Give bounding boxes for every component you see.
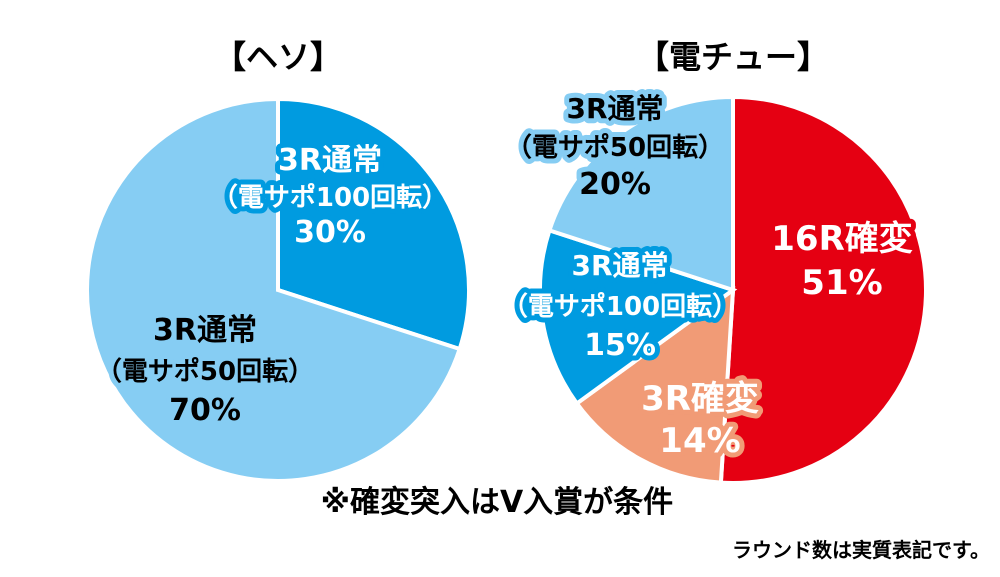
slice-label-line: 3R確変 xyxy=(641,379,759,419)
footnote: ※確変突入はV入賞が条件 xyxy=(321,485,673,520)
slice-label-line: （電サポ50回転） xyxy=(506,132,724,163)
pie-slice xyxy=(276,96,471,352)
denchu-title: 【電チュー】 xyxy=(637,38,829,76)
slice-label: 3R通常 （電サポ100回転） 30% xyxy=(212,143,448,250)
slice-label-line: 15% xyxy=(584,328,656,363)
slice-label-line: 20% xyxy=(579,167,651,202)
slice-label-line: 3R通常 xyxy=(153,313,257,348)
slice-label-line: 70% xyxy=(169,393,241,428)
slice-label: 3R通常 （電サポ50回転） 20% xyxy=(506,92,724,202)
slice-label-line: （電サポ100回転） xyxy=(502,291,738,322)
pie-slice xyxy=(85,96,463,483)
pie-slice xyxy=(718,94,928,485)
heso-title: 【ヘソ】 xyxy=(214,38,342,76)
slice-label-line: 14% xyxy=(659,421,740,461)
slice-label-line: （電サポ100回転） xyxy=(212,182,448,213)
slice-label-line: 3R通常 xyxy=(566,92,663,125)
slice-label-line: 3R通常 xyxy=(571,249,668,282)
slice-label: 16R確変 51% xyxy=(771,219,913,303)
heso-pie xyxy=(85,96,471,483)
heso-labels: 3R通常 （電サポ100回転） 30% 3R通常 （電サポ50回転） 70% xyxy=(91,138,453,433)
denchu-pie xyxy=(538,94,928,485)
pie-slice xyxy=(574,285,736,485)
slice-label-line: 51% xyxy=(801,263,882,303)
slice-label-line: 16R確変 xyxy=(771,219,913,259)
slice-label: 3R通常 （電サポ100回転） 15% xyxy=(502,249,738,363)
slice-label-line: （電サポ50回転） xyxy=(96,356,314,387)
pie-slice xyxy=(546,94,735,293)
slice-label-line: 30% xyxy=(294,215,366,250)
pie-slice xyxy=(538,227,738,407)
round-note: ラウンド数は実質表記です。 xyxy=(732,538,990,562)
slice-label: 3R確変 14% xyxy=(641,379,759,461)
slice-label-line: 3R通常 xyxy=(278,143,382,178)
denchu-labels: 16R確変 51%3R確変 14%3R通常（電サポ100回転） 15%3R通常（電サポ… xyxy=(497,87,918,466)
slice-label: 3R通常 （電サポ50回転） 70% xyxy=(96,313,314,428)
